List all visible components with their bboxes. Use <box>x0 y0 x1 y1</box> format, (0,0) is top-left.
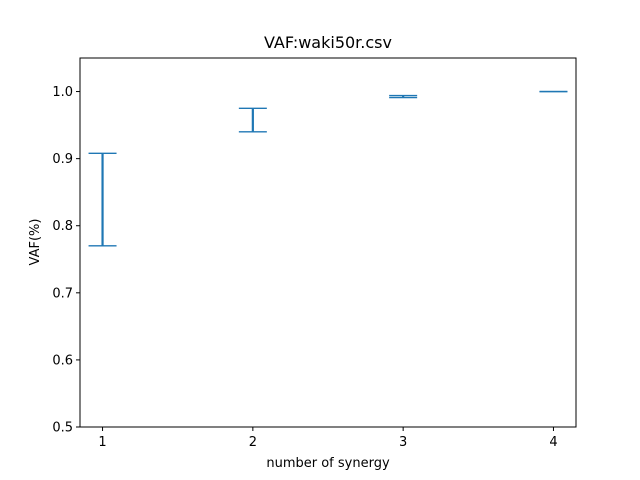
x-axis-label: number of synergy <box>266 456 390 471</box>
x-tick-label: 2 <box>249 435 257 450</box>
y-tick-label: 0.7 <box>52 286 73 301</box>
y-axis: 0.5 0.6 0.7 0.8 0.9 1.0 <box>52 85 80 436</box>
y-axis-label: VAF(%) <box>28 219 43 266</box>
chart-title: VAF:waki50r.csv <box>264 33 392 52</box>
x-tick-label: 3 <box>399 435 407 450</box>
y-tick-label: 0.9 <box>52 152 73 167</box>
error-bars <box>88 90 568 247</box>
x-axis: 1 2 3 4 <box>98 427 558 450</box>
x-tick-label: 4 <box>549 435 557 450</box>
y-tick-label: 0.5 <box>52 421 73 436</box>
y-tick-label: 0.6 <box>52 353 73 368</box>
plot-area-frame <box>79 57 577 428</box>
y-tick-label: 0.8 <box>52 219 73 234</box>
y-tick-label: 1.0 <box>52 85 73 100</box>
x-tick-label: 1 <box>98 435 106 450</box>
